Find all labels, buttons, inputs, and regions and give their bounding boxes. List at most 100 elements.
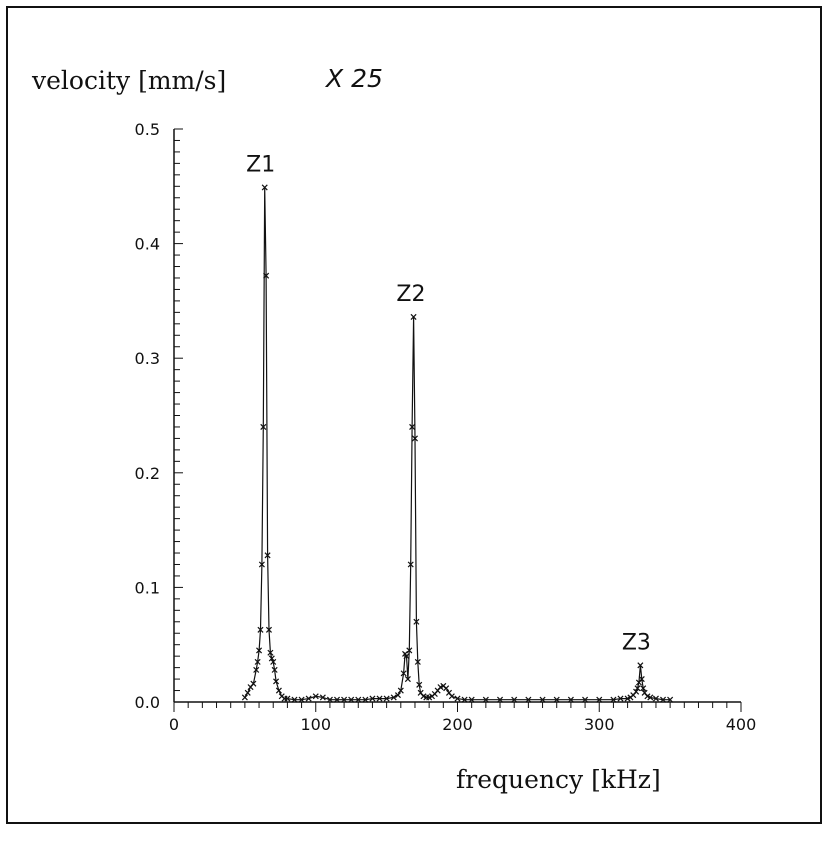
data-point-mark bbox=[333, 696, 341, 703]
data-point-mark bbox=[355, 696, 362, 703]
data-point bbox=[253, 666, 260, 673]
data-point-mark bbox=[640, 685, 647, 692]
data-point-mark bbox=[263, 272, 270, 279]
data-point-mark bbox=[610, 696, 617, 703]
data-point bbox=[667, 696, 674, 703]
data-point-mark bbox=[241, 694, 248, 701]
data-point bbox=[403, 653, 410, 660]
data-point-mark bbox=[404, 676, 411, 683]
data-point bbox=[617, 695, 624, 702]
y-tick-label: 0.3 bbox=[135, 349, 160, 368]
data-point bbox=[244, 689, 251, 696]
y-tick-label: 0.0 bbox=[135, 693, 160, 712]
data-point-mark bbox=[641, 689, 648, 696]
data-point bbox=[390, 694, 397, 701]
data-point bbox=[461, 696, 468, 703]
data-point bbox=[553, 696, 560, 703]
data-point-mark bbox=[638, 676, 645, 683]
data-point-mark bbox=[260, 423, 267, 430]
data-point-mark bbox=[553, 696, 560, 703]
data-point-mark bbox=[326, 696, 333, 703]
data-point bbox=[275, 687, 282, 694]
data-point-mark bbox=[319, 694, 326, 701]
data-point bbox=[413, 618, 420, 625]
chart-frame: velocity [mm/s] X 25 frequency [kHz] 0.0… bbox=[6, 6, 822, 824]
data-point-mark bbox=[284, 695, 291, 702]
data-point bbox=[637, 662, 644, 669]
data-point bbox=[660, 696, 667, 703]
data-point bbox=[298, 696, 305, 703]
data-point-mark bbox=[461, 696, 468, 703]
series-group bbox=[241, 184, 674, 703]
x-tick-label: 300 bbox=[584, 715, 615, 734]
data-point bbox=[404, 676, 411, 683]
data-point-mark bbox=[341, 696, 348, 703]
data-point bbox=[257, 626, 264, 633]
y-tick-label: 0.5 bbox=[135, 120, 160, 139]
data-point-mark bbox=[268, 655, 275, 662]
data-point-mark bbox=[390, 694, 397, 701]
data-point bbox=[539, 696, 546, 703]
data-point bbox=[260, 423, 267, 430]
peak-label: Z1 bbox=[246, 152, 275, 177]
data-point bbox=[273, 678, 280, 685]
data-point-mark bbox=[273, 678, 280, 685]
data-point-mark bbox=[617, 695, 624, 702]
data-point bbox=[267, 649, 274, 656]
data-point-mark bbox=[647, 694, 654, 701]
data-point bbox=[319, 694, 326, 701]
data-point bbox=[254, 658, 261, 665]
data-point bbox=[348, 696, 355, 703]
data-point bbox=[270, 658, 277, 665]
data-point-mark bbox=[406, 647, 413, 654]
data-point-mark bbox=[256, 647, 263, 654]
data-point-mark bbox=[362, 696, 369, 703]
data-point-mark bbox=[270, 658, 277, 665]
data-point-mark bbox=[275, 687, 282, 694]
series-line bbox=[244, 187, 671, 701]
data-point-mark bbox=[497, 696, 504, 703]
data-point bbox=[312, 693, 319, 700]
data-point-mark bbox=[253, 666, 260, 673]
data-point-mark bbox=[411, 435, 418, 442]
data-point bbox=[410, 313, 417, 320]
data-point bbox=[638, 676, 645, 683]
data-point-mark bbox=[511, 696, 518, 703]
data-point bbox=[448, 693, 455, 700]
data-point-mark bbox=[403, 653, 410, 660]
data-point-mark bbox=[448, 693, 455, 700]
data-point-mark bbox=[482, 696, 489, 703]
data-point bbox=[416, 681, 423, 688]
data-point-mark bbox=[261, 184, 268, 191]
data-point bbox=[291, 696, 298, 703]
data-point-mark bbox=[254, 658, 261, 665]
data-point-mark bbox=[244, 689, 251, 696]
data-point-mark bbox=[637, 662, 644, 669]
data-point-mark bbox=[414, 658, 421, 665]
data-point bbox=[409, 423, 416, 430]
data-point-mark bbox=[369, 695, 376, 702]
data-point-mark bbox=[298, 696, 305, 703]
data-point bbox=[582, 696, 589, 703]
data-point bbox=[443, 685, 450, 692]
data-point-mark bbox=[305, 695, 312, 702]
data-point-mark bbox=[454, 695, 461, 702]
y-axis-multiplier-note: X 25 bbox=[326, 64, 383, 93]
data-point-mark bbox=[567, 696, 574, 703]
data-point-mark bbox=[468, 696, 475, 703]
data-point-mark bbox=[420, 693, 427, 700]
data-point bbox=[261, 184, 268, 191]
data-point bbox=[376, 695, 383, 702]
data-point-mark bbox=[525, 696, 532, 703]
data-point-mark bbox=[400, 670, 407, 677]
data-point bbox=[394, 692, 401, 699]
data-point bbox=[400, 670, 407, 677]
x-tick-label: 0 bbox=[169, 715, 179, 734]
data-point-mark bbox=[394, 692, 401, 699]
y-tick-label: 0.4 bbox=[135, 235, 160, 254]
data-point bbox=[610, 696, 617, 703]
data-point bbox=[241, 694, 248, 701]
data-point bbox=[256, 647, 263, 654]
x-axis-label: frequency [kHz] bbox=[456, 765, 661, 794]
data-point-mark bbox=[407, 561, 414, 568]
